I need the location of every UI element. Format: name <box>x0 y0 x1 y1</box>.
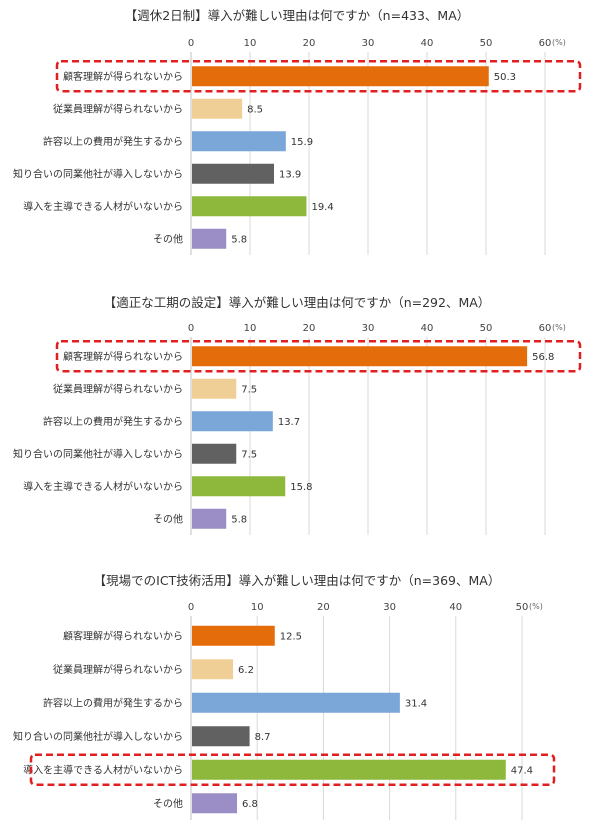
tick-label: 30 <box>362 38 375 49</box>
bar <box>192 228 227 249</box>
tick-label: 0 <box>188 38 194 49</box>
data-label: 50.3 <box>494 72 516 83</box>
category-label: その他 <box>153 797 183 810</box>
category-label: 導入を主導できる人材がいないから <box>23 200 183 213</box>
category-label: 顧客理解が得られないから <box>63 350 183 363</box>
bar <box>192 131 286 152</box>
bar <box>192 196 307 217</box>
bar <box>192 346 528 367</box>
data-label: 19.4 <box>311 202 333 213</box>
data-label: 47.4 <box>511 765 533 776</box>
tick-label: 20 <box>303 323 316 334</box>
chart-title: 【週休2日制】導入が難しい理由は何ですか（n=433、MA） <box>125 8 470 23</box>
tick-label: 20 <box>317 602 330 613</box>
tick-label: 30 <box>362 323 375 334</box>
category-label: 導入を主導できる人材がいないから <box>23 763 183 776</box>
bar <box>192 625 275 646</box>
tick-label: 50 <box>480 38 493 49</box>
bar <box>192 476 286 497</box>
data-label: 8.7 <box>255 732 271 743</box>
tick-label: 40 <box>449 602 462 613</box>
bar <box>192 378 237 399</box>
tick-label: 10 <box>244 323 257 334</box>
chart-title: 【現場でのICT技術活用】導入が難しい理由は何ですか（n=369、MA） <box>94 573 501 588</box>
data-label: 8.5 <box>247 104 263 115</box>
bar <box>192 793 238 814</box>
category-label: 導入を主導できる人材がいないから <box>23 480 183 493</box>
tick-label: 60 <box>539 38 552 49</box>
tick-label: 60 <box>539 323 552 334</box>
category-label: 知り合いの同業他社が導入しないから <box>13 167 183 180</box>
bar <box>192 659 234 680</box>
category-label: 許容以上の費用が発生するから <box>43 696 183 709</box>
bar <box>192 411 273 432</box>
category-label: 許容以上の費用が発生するから <box>43 135 183 148</box>
bar <box>192 98 243 119</box>
category-label: その他 <box>153 232 183 245</box>
bar <box>192 443 237 464</box>
tick-label: 30 <box>383 602 396 613</box>
unit-label: (%) <box>529 602 543 611</box>
bar <box>192 759 506 780</box>
tick-label: 0 <box>188 602 194 613</box>
data-label: 13.7 <box>278 417 300 428</box>
tick-label: 0 <box>188 323 194 334</box>
data-label: 56.8 <box>532 352 554 363</box>
bar <box>192 163 275 184</box>
category-label: 知り合いの同業他社が導入しないから <box>13 447 183 460</box>
data-label: 31.4 <box>405 698 427 709</box>
bar <box>192 508 227 529</box>
data-label: 7.5 <box>241 449 257 460</box>
unit-label: (%) <box>552 38 566 47</box>
bar <box>192 66 489 87</box>
data-label: 15.8 <box>290 482 312 493</box>
category-label: 従業員理解が得られないから <box>53 382 183 395</box>
category-label: 知り合いの同業他社が導入しないから <box>13 730 183 743</box>
chart-title: 【適正な工期の設定】導入が難しい理由は何ですか（n=292、MA） <box>104 295 491 310</box>
data-label: 12.5 <box>280 631 302 642</box>
data-label: 6.2 <box>238 665 254 676</box>
data-label: 13.9 <box>279 169 301 180</box>
tick-label: 50 <box>516 602 529 613</box>
category-label: 顧客理解が得られないから <box>63 70 183 83</box>
bar <box>192 726 250 747</box>
tick-label: 40 <box>421 38 434 49</box>
data-label: 5.8 <box>231 234 247 245</box>
tick-label: 40 <box>421 323 434 334</box>
tick-label: 20 <box>303 38 316 49</box>
highlight-box <box>55 60 582 93</box>
data-label: 6.8 <box>242 799 258 810</box>
highlight-box <box>55 340 582 373</box>
data-label: 5.8 <box>231 514 247 525</box>
data-label: 7.5 <box>241 384 257 395</box>
category-label: その他 <box>153 512 183 525</box>
tick-label: 10 <box>244 38 257 49</box>
tick-label: 50 <box>480 323 493 334</box>
category-label: 許容以上の費用が発生するから <box>43 415 183 428</box>
category-label: 従業員理解が得られないから <box>53 102 183 115</box>
tick-label: 10 <box>251 602 264 613</box>
category-label: 従業員理解が得られないから <box>53 663 183 676</box>
bar <box>192 692 400 713</box>
unit-label: (%) <box>552 323 566 332</box>
category-label: 顧客理解が得られないから <box>63 629 183 642</box>
highlight-box <box>29 753 556 786</box>
data-label: 15.9 <box>291 137 313 148</box>
